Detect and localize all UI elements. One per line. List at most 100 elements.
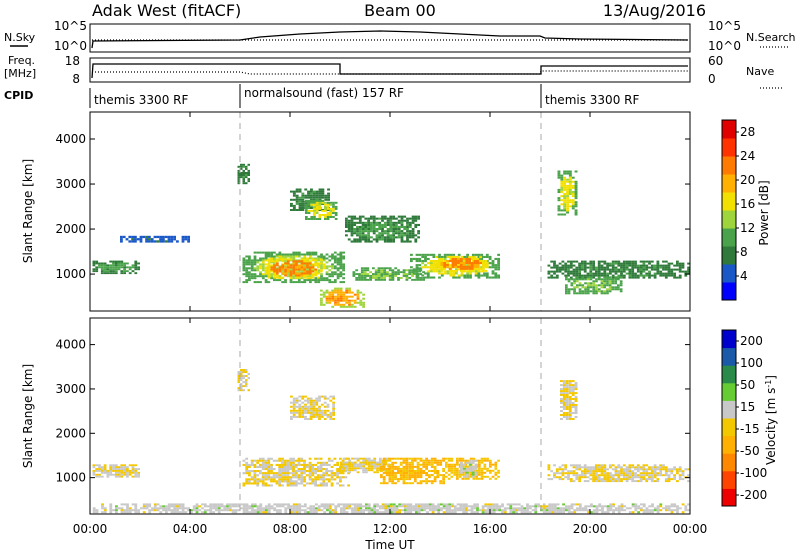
data-cell — [361, 238, 365, 241]
data-cell — [374, 273, 378, 275]
data-cell — [356, 289, 360, 292]
data-cell — [281, 272, 285, 275]
data-cell — [386, 275, 389, 277]
data-cell — [568, 184, 572, 187]
data-cell — [329, 418, 333, 420]
data-cell — [471, 465, 475, 468]
data-cell — [356, 301, 360, 304]
data-cell — [595, 509, 599, 512]
data-cell — [248, 257, 251, 260]
data-cell — [506, 503, 510, 506]
data-cell — [684, 270, 688, 273]
data-cell — [145, 505, 149, 508]
data-cell — [563, 207, 567, 210]
data-cell — [267, 507, 271, 510]
data-cell — [275, 459, 279, 462]
data-cell — [639, 272, 643, 275]
data-cell — [372, 277, 375, 279]
data-cell — [264, 478, 268, 481]
data-cell — [459, 503, 463, 506]
data-cell — [485, 255, 489, 258]
data-cell — [372, 228, 376, 231]
data-cell — [399, 271, 403, 274]
data-cell — [187, 238, 190, 241]
data-cell — [386, 236, 390, 239]
data-cell — [670, 472, 674, 475]
data-cell — [314, 463, 317, 466]
data-cell — [586, 470, 590, 473]
data-cell — [482, 267, 485, 270]
data-cell — [595, 280, 598, 283]
data-cell — [578, 290, 582, 293]
data-cell — [566, 203, 569, 206]
data-cell — [261, 257, 265, 260]
data-cell — [467, 477, 470, 480]
data-cell — [460, 469, 463, 472]
data-cell — [622, 268, 626, 271]
data-cell — [336, 303, 340, 306]
data-cell — [323, 405, 327, 408]
data-cell — [442, 474, 445, 477]
data-cell — [290, 509, 293, 512]
data-cell — [126, 507, 129, 510]
data-cell — [603, 266, 607, 269]
data-cell — [245, 463, 249, 466]
data-cell — [137, 471, 140, 474]
data-cell — [568, 191, 572, 193]
colorbar-tick-label: -200 — [740, 488, 767, 502]
data-cell — [562, 380, 566, 383]
noise-sky-trace — [91, 30, 689, 49]
data-cell — [353, 465, 357, 468]
data-cell — [625, 260, 629, 263]
data-cell — [548, 503, 552, 506]
data-cell — [303, 511, 307, 514]
data-cell — [134, 235, 137, 239]
data-cell — [392, 215, 395, 218]
data-cell — [331, 305, 335, 308]
data-cell — [494, 266, 498, 269]
data-cell — [563, 195, 567, 198]
data-cell — [289, 465, 293, 468]
data-cell — [432, 266, 436, 269]
data-cell — [681, 472, 685, 475]
data-cell — [642, 478, 646, 481]
data-cell — [606, 468, 609, 471]
data-cell — [394, 275, 398, 277]
data-cell — [374, 269, 378, 272]
data-cell — [664, 470, 668, 473]
data-cell — [309, 253, 312, 256]
data-cell — [494, 268, 498, 271]
data-cell — [112, 262, 115, 265]
data-cell — [447, 457, 451, 460]
data-cell — [557, 191, 561, 193]
data-cell — [92, 473, 96, 476]
data-cell — [363, 269, 367, 272]
data-cell — [356, 228, 359, 231]
data-cell — [470, 264, 474, 266]
data-cell — [324, 194, 328, 197]
data-cell — [325, 295, 329, 298]
data-cell — [484, 505, 488, 508]
data-cell — [300, 459, 304, 462]
data-cell — [639, 474, 643, 477]
data-cell — [195, 511, 199, 514]
data-cell — [578, 270, 581, 273]
data-cell — [523, 507, 527, 510]
data-cell — [437, 511, 440, 514]
data-cell — [428, 459, 431, 462]
data-cell — [363, 277, 367, 279]
data-cell — [206, 505, 210, 508]
data-cell — [336, 273, 340, 276]
data-cell — [334, 207, 338, 210]
data-cell — [142, 511, 146, 514]
data-cell — [314, 264, 317, 267]
data-cell — [212, 503, 215, 506]
data-cell — [342, 299, 346, 302]
data-cell — [595, 507, 599, 510]
data-cell — [292, 415, 296, 418]
data-cell — [370, 228, 373, 231]
data-cell — [345, 291, 349, 294]
data-cell — [653, 266, 657, 269]
data-cell — [367, 459, 371, 462]
data-cell — [561, 272, 565, 275]
